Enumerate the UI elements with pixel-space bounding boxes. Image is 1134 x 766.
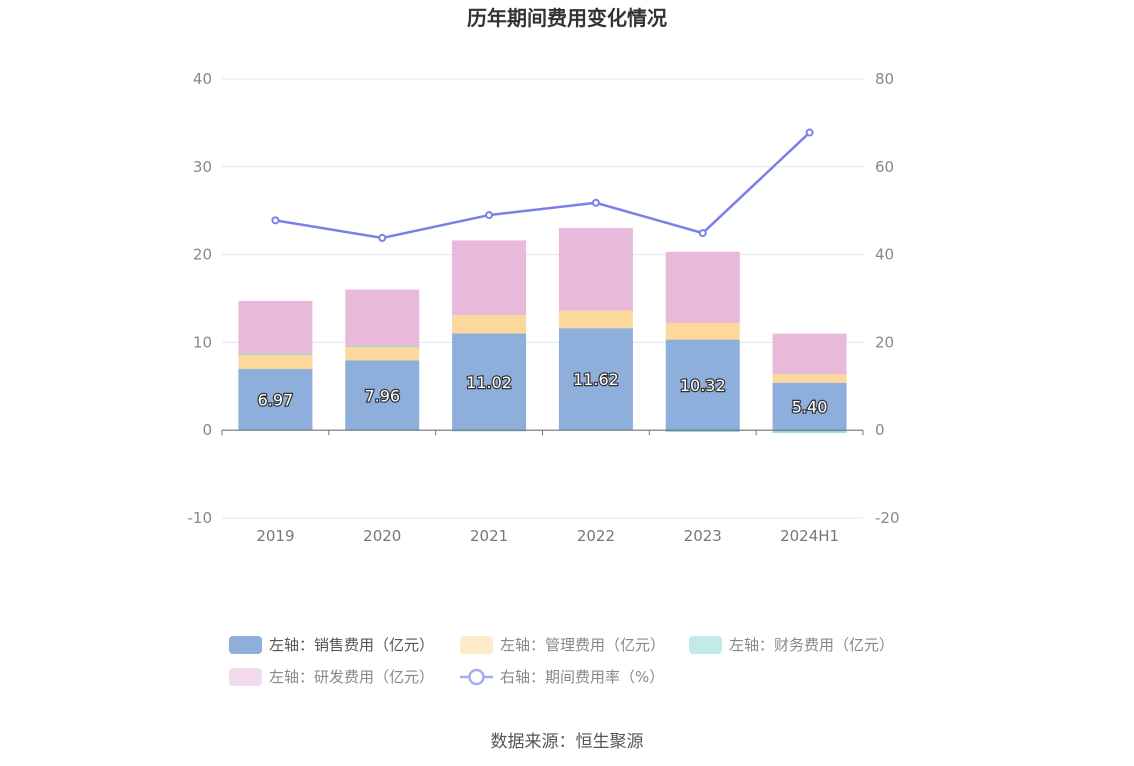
- legend-label: 左轴：管理费用（亿元）: [500, 636, 665, 654]
- bar-labels: 6.97 7.96 11.02 11.62 10.32 5.40: [256, 369, 828, 418]
- legend-label: 左轴：研发费用（亿元）: [269, 668, 434, 686]
- rate-point: [378, 233, 387, 242]
- bar-value-label: 5.40: [792, 397, 828, 416]
- bar: [558, 228, 633, 311]
- legend: 左轴：销售费用（亿元） 左轴：管理费用（亿元） 左轴：财务费用（亿元） 左轴：研发费用…: [229, 636, 894, 686]
- bar: [238, 369, 313, 431]
- rate-line-path: [275, 131, 811, 240]
- legend-item: 左轴：销售费用（亿元）: [229, 636, 434, 654]
- legend-swatch: [229, 636, 262, 654]
- rate-line: [271, 128, 814, 242]
- legend-swatch: [460, 636, 493, 654]
- x-tick-label: 2022: [577, 527, 615, 545]
- right-tick-label: -20: [875, 509, 900, 527]
- legend-label: 左轴：财务费用（亿元）: [729, 636, 894, 654]
- x-tick-label: 2023: [684, 527, 722, 545]
- right-tick-label: 60: [875, 158, 894, 176]
- legend-swatch: [229, 668, 262, 686]
- left-axis: 40 30 20 10 0 -10: [188, 70, 213, 527]
- left-tick-label: 40: [193, 70, 212, 88]
- bar: [665, 251, 740, 323]
- data-source: 数据来源：恒生聚源: [491, 732, 644, 752]
- bar: [345, 289, 420, 346]
- bar: [345, 346, 420, 361]
- bar-value-label: 7.96: [364, 386, 400, 405]
- right-tick-label: 40: [875, 246, 894, 264]
- chart-title: 历年期间费用变化情况: [467, 6, 667, 30]
- legend-label: 左轴：销售费用（亿元）: [269, 636, 434, 654]
- rate-point: [591, 198, 600, 207]
- legend-item: 左轴：财务费用（亿元）: [689, 636, 894, 654]
- right-tick-label: 80: [875, 70, 894, 88]
- bar: [772, 333, 847, 375]
- bar: [772, 430, 847, 433]
- bar-value-label: 11.62: [573, 370, 619, 389]
- x-tick-label: 2019: [256, 527, 294, 545]
- x-tick-label: 2021: [470, 527, 508, 545]
- x-tick-label: 2020: [363, 527, 401, 545]
- bar: [558, 310, 633, 329]
- bar: [238, 353, 313, 355]
- legend-label: 右轴：期间费用率（%）: [500, 668, 664, 686]
- left-tick-label: -10: [188, 509, 213, 527]
- bar-value-label: 11.02: [466, 373, 512, 392]
- left-tick-label: 20: [193, 246, 212, 264]
- right-tick-label: 20: [875, 333, 894, 351]
- right-axis: 80 60 40 20 0 -20: [875, 70, 900, 527]
- left-tick-label: 10: [193, 333, 212, 351]
- bar: [238, 354, 313, 370]
- legend-item: 左轴：研发费用（亿元）: [229, 668, 434, 686]
- bar: [772, 374, 847, 383]
- bar-value-label: 6.97: [258, 391, 294, 410]
- bar: [665, 339, 740, 431]
- x-axis: [221, 429, 864, 436]
- left-tick-label: 0: [202, 421, 212, 439]
- bar: [665, 322, 740, 340]
- bar: [345, 360, 420, 431]
- bar: [452, 315, 527, 334]
- bar: [452, 240, 527, 316]
- rate-point: [805, 128, 814, 137]
- rate-point: [271, 216, 280, 225]
- bar: [665, 430, 740, 432]
- legend-item: 右轴：期间费用率（%）: [460, 668, 664, 686]
- x-tick-label: 2024H1: [780, 527, 839, 545]
- bar: [558, 328, 633, 431]
- bar: [452, 333, 527, 431]
- bar-value-label: 10.32: [680, 376, 726, 395]
- x-axis-ticks: 2019 2020 2021 2022 2023 2024H1: [256, 527, 839, 545]
- right-tick-label: 0: [875, 421, 885, 439]
- grid: [222, 78, 863, 519]
- legend-swatch: [689, 636, 722, 654]
- rate-point: [698, 229, 707, 238]
- bar: [345, 345, 420, 348]
- rate-point: [485, 211, 494, 220]
- legend-swatch: [468, 668, 485, 686]
- legend-item: 左轴：管理费用（亿元）: [460, 636, 665, 654]
- bar: [238, 300, 313, 354]
- bar: [772, 382, 847, 431]
- left-tick-label: 30: [193, 158, 212, 176]
- bars: [238, 228, 847, 433]
